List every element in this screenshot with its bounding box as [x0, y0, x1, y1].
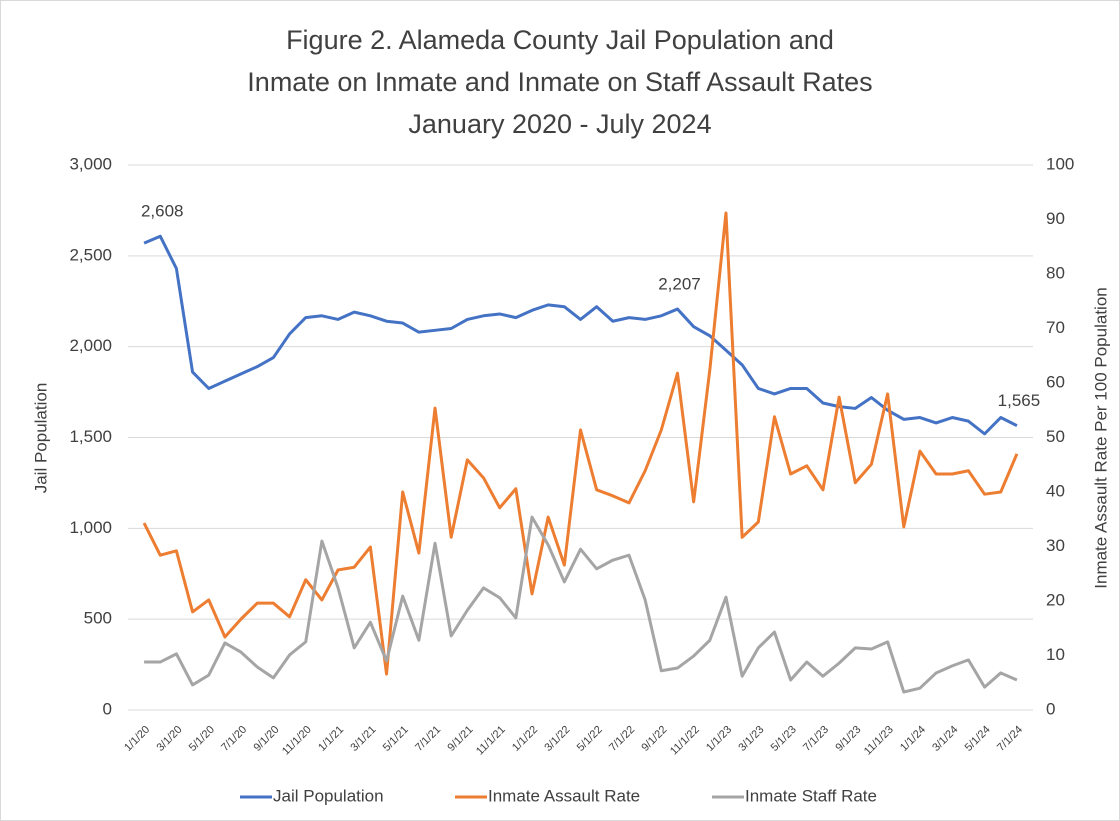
y-tick-label: 2,500 [69, 245, 112, 264]
chart-title: Figure 2. Alameda County Jail Population… [286, 25, 834, 55]
y-tick-label: 1,000 [69, 518, 112, 537]
data-label: 2,207 [658, 275, 701, 294]
chart-title: January 2020 - July 2024 [408, 109, 711, 139]
y2-tick-label: 90 [1046, 209, 1065, 228]
y2-tick-label: 60 [1046, 372, 1065, 391]
y2-axis-title: Inmate Assault Rate Per 100 Population [1091, 287, 1110, 588]
y2-tick-label: 50 [1046, 427, 1065, 446]
series-line [142, 211, 1019, 676]
y-tick-label: 0 [103, 699, 112, 718]
y2-tick-label: 30 [1046, 536, 1065, 555]
chart-title: Inmate on Inmate and Inmate on Staff Ass… [247, 67, 872, 97]
y2-tick-label: 20 [1046, 590, 1065, 609]
y-tick-label: 1,500 [69, 427, 112, 446]
legend-label: Jail Population [273, 786, 384, 805]
y-tick-label: 2,000 [69, 336, 112, 355]
y2-tick-label: 40 [1046, 481, 1065, 500]
y-tick-label: 3,000 [69, 154, 112, 173]
y2-tick-label: 100 [1046, 154, 1074, 173]
data-label: 1,565 [998, 391, 1041, 410]
data-label: 2,608 [141, 202, 184, 221]
y-axis-title: Jail Population [31, 383, 50, 494]
y2-tick-label: 80 [1046, 263, 1065, 282]
y2-tick-label: 10 [1046, 645, 1065, 664]
series-line [143, 234, 1018, 436]
y2-tick-label: 0 [1046, 699, 1055, 718]
y2-tick-label: 70 [1046, 318, 1065, 337]
legend-label: Inmate Assault Rate [488, 786, 640, 805]
legend-label: Inmate Staff Rate [745, 786, 877, 805]
series-line [144, 515, 1018, 694]
y-tick-label: 500 [84, 609, 112, 628]
